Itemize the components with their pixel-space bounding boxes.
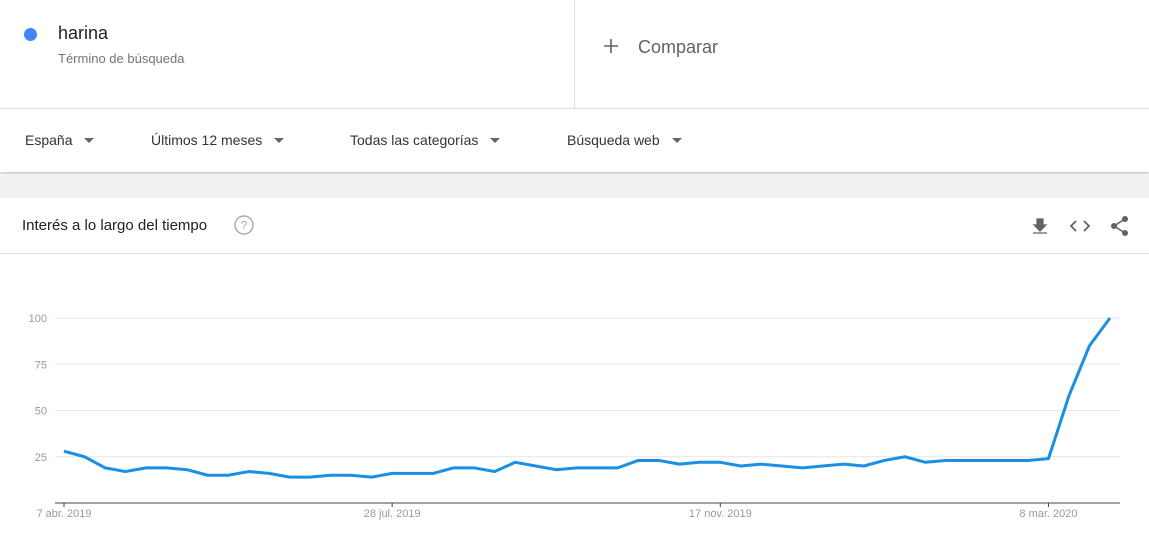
y-tick-label: 75 bbox=[35, 359, 47, 371]
help-icon[interactable]: ? bbox=[233, 214, 255, 236]
series-dot bbox=[24, 28, 37, 41]
filter-search-type[interactable]: Búsqueda web bbox=[567, 132, 682, 148]
compare-button[interactable]: Comparar bbox=[638, 37, 719, 57]
x-tick-label: 28 jul. 2019 bbox=[364, 508, 421, 520]
filter-category[interactable]: Todas las categorías bbox=[350, 132, 500, 148]
filter-region[interactable]: España bbox=[25, 132, 94, 148]
svg-text:?: ? bbox=[241, 219, 248, 233]
share-icon[interactable] bbox=[1110, 215, 1130, 237]
y-tick-label: 25 bbox=[35, 452, 47, 464]
search-term[interactable]: harina bbox=[58, 23, 109, 43]
x-tick-label: 7 abr. 2019 bbox=[36, 508, 91, 520]
filter-bar: España Últimos 12 meses Todas las catego… bbox=[0, 109, 1149, 172]
embed-icon[interactable] bbox=[1069, 217, 1091, 235]
trend-line bbox=[63, 317, 1112, 479]
x-tick-label: 8 mar. 2020 bbox=[1019, 508, 1077, 520]
x-tick-label: 17 nov. 2019 bbox=[689, 508, 752, 520]
filter-time[interactable]: Últimos 12 meses bbox=[151, 132, 284, 148]
search-header: harina Término de búsqueda Comparar bbox=[0, 0, 1149, 109]
spacer bbox=[0, 174, 1149, 198]
plus-icon[interactable] bbox=[603, 38, 619, 54]
download-icon[interactable] bbox=[1031, 217, 1049, 235]
search-subtitle: Término de búsqueda bbox=[58, 51, 185, 66]
y-tick-label: 100 bbox=[29, 313, 47, 325]
divider bbox=[574, 0, 575, 108]
chart: 25 50 75 100 7 abr. 2019 28 jul. 2019 17 nov. … bbox=[29, 313, 1120, 520]
panel-title: Interés a lo largo del tiempo bbox=[22, 217, 208, 234]
y-tick-label: 50 bbox=[35, 406, 47, 418]
panel-header: Interés a lo largo del tiempo ? bbox=[0, 198, 1149, 254]
